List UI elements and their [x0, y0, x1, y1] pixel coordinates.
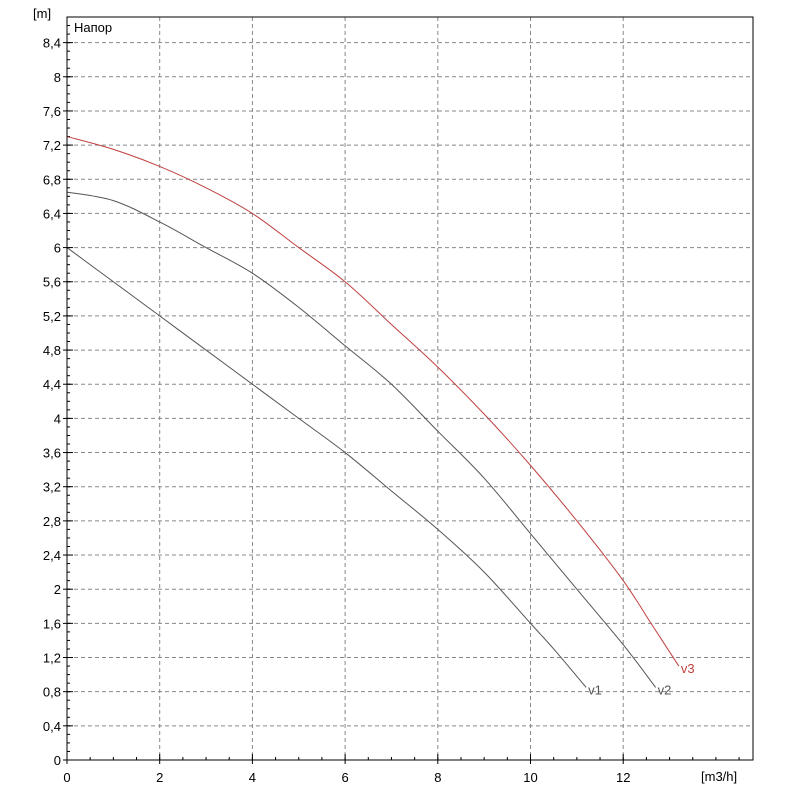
y-axis-unit: [m]: [33, 6, 51, 21]
y-tick-label: 0,8: [43, 685, 61, 700]
series-layer: [66, 136, 680, 688]
series-line-v2: [66, 191, 657, 688]
y-tick-label: 2,4: [43, 548, 61, 563]
y-tick-label: 3,6: [43, 446, 61, 461]
y-tick-label: 2,8: [43, 514, 61, 529]
y-tick-label: 4,4: [43, 377, 61, 392]
series-label-v3: v3: [681, 661, 695, 676]
y-tick-label: 0,4: [43, 719, 61, 734]
y-tick-label: 6,4: [43, 206, 61, 221]
y-tick-label: 1,2: [43, 651, 61, 666]
y-tick-label: 2: [54, 582, 61, 597]
series-line-v1: [66, 247, 587, 688]
series-label-v2: v2: [658, 682, 672, 697]
y-tick-label: 6: [54, 241, 61, 256]
y-tick-label: 0: [54, 753, 61, 768]
y-tick-label: 7,6: [43, 104, 61, 119]
y-tick-label: 4,8: [43, 343, 61, 358]
plot-area: [66, 16, 754, 761]
y-tick-label: 8: [54, 70, 61, 85]
x-tick-label: 6: [341, 770, 348, 785]
series-label-v1: v1: [588, 682, 602, 697]
y-tick-label: 7,2: [43, 138, 61, 153]
x-tick-label: 12: [616, 770, 630, 785]
y-tick-label: 4: [54, 411, 61, 426]
x-axis-unit: [m3/h]: [701, 769, 737, 784]
x-tick-label: 2: [156, 770, 163, 785]
axes: [63, 16, 740, 764]
labels-layer: 0 0,4 0,8 1,2 1,6 2 2,4 2,8 3,2 3,6 4 4,4 4,8 5,2 5,6 6…: [43, 36, 695, 785]
series-line-v3: [66, 136, 680, 667]
x-tick-label: 0: [63, 770, 70, 785]
y-tick-label: 1,6: [43, 616, 61, 631]
x-tick-label: 8: [434, 770, 441, 785]
y-tick-label: 5,6: [43, 275, 61, 290]
y-tick-label: 8,4: [43, 36, 61, 51]
y-tick-label: 3,2: [43, 480, 61, 495]
y-tick-label: 5,2: [43, 309, 61, 324]
y-tick-label: 6,8: [43, 172, 61, 187]
chart-title: Напор: [74, 20, 112, 35]
x-tick-label: 10: [523, 770, 537, 785]
grid-lines: [67, 17, 753, 760]
x-tick-label: 4: [249, 770, 256, 785]
